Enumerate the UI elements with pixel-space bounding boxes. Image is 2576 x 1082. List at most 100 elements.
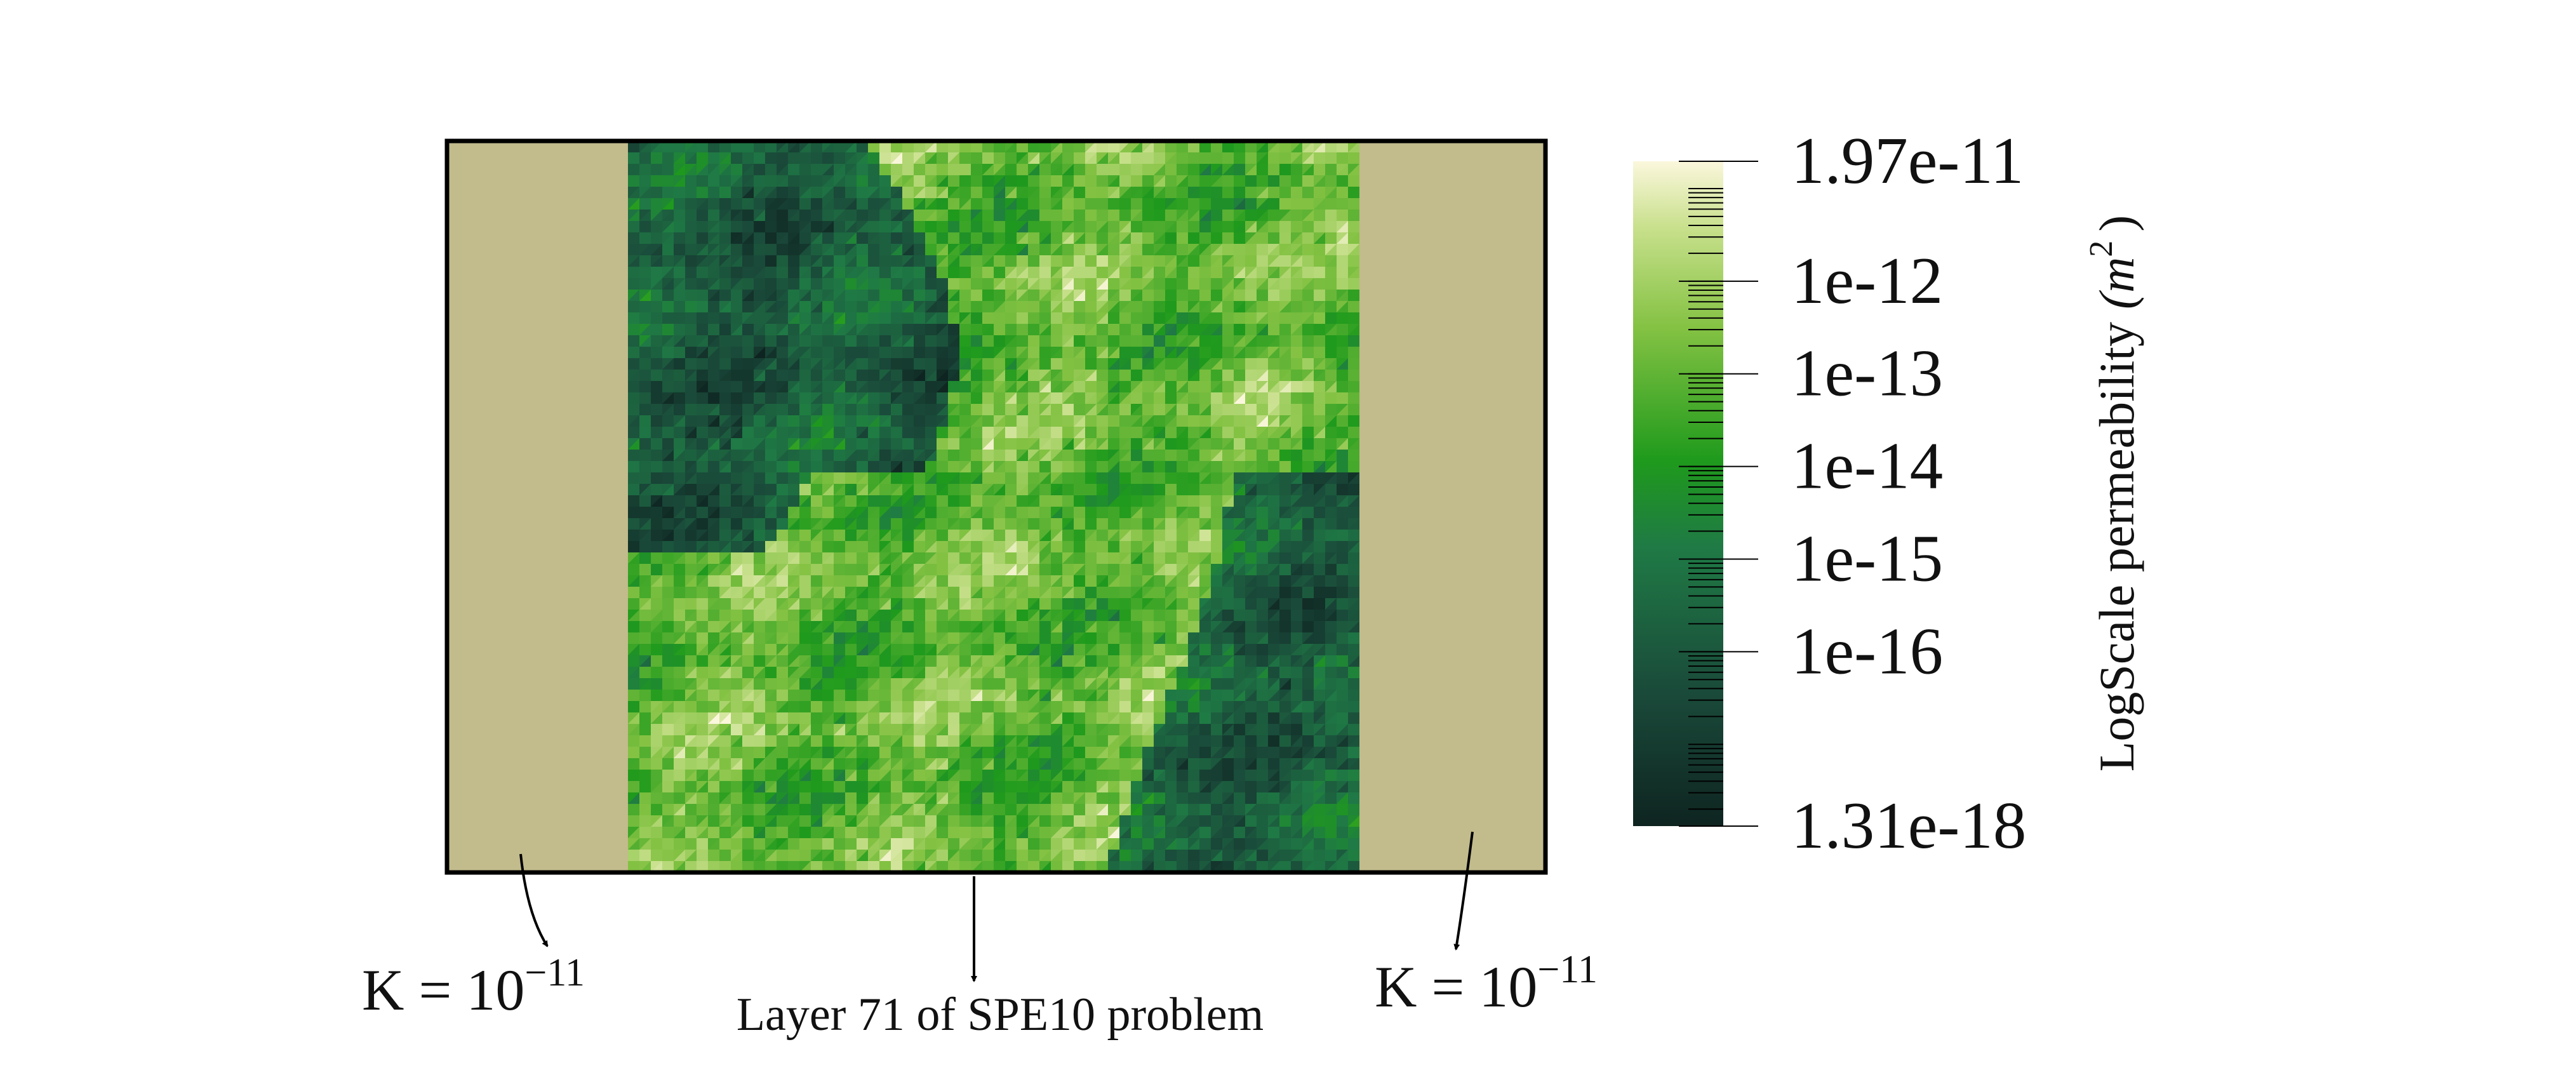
field-cell <box>674 358 686 370</box>
field-cell <box>742 552 754 564</box>
field-cell <box>1291 370 1303 382</box>
field-triangle <box>982 461 994 472</box>
field-cell <box>1142 244 1154 256</box>
field-triangle <box>662 404 674 415</box>
field-cell <box>1085 770 1097 782</box>
field-cell <box>1051 415 1063 427</box>
field-cell <box>685 290 697 302</box>
field-cell <box>1039 141 1051 153</box>
field-cell <box>1085 244 1097 256</box>
field-cell <box>1154 347 1166 359</box>
field-cell <box>1062 370 1074 382</box>
field-cell <box>628 632 640 645</box>
field-triangle <box>788 312 799 324</box>
field-triangle <box>925 312 937 324</box>
field-cell <box>1051 667 1063 679</box>
field-cell <box>1097 141 1109 153</box>
field-triangle <box>1325 461 1337 472</box>
field-triangle <box>857 484 868 495</box>
field-triangle <box>902 278 914 290</box>
field-cell <box>868 632 880 645</box>
field-cell <box>879 244 891 256</box>
field-cell <box>982 347 994 359</box>
field-cell <box>1108 655 1120 667</box>
field-cell <box>811 450 823 462</box>
field-triangle <box>742 232 754 244</box>
field-cell <box>1188 290 1200 302</box>
field-cell <box>1154 690 1166 702</box>
field-cell <box>651 152 663 164</box>
field-triangle <box>1119 278 1131 290</box>
field-triangle <box>1028 358 1039 370</box>
field-triangle <box>1039 381 1051 392</box>
field-cell <box>1062 358 1074 370</box>
field-cell <box>765 335 777 347</box>
field-cell <box>994 792 1006 805</box>
field-cell <box>1142 701 1154 713</box>
field-triangle <box>1211 358 1222 370</box>
field-cell <box>834 758 846 770</box>
field-cell <box>914 438 926 450</box>
field-cell <box>754 621 766 633</box>
field-cell <box>799 530 811 542</box>
field-cell <box>937 164 949 176</box>
field-cell <box>628 770 640 782</box>
field-cell <box>971 221 983 233</box>
field-cell <box>742 575 754 587</box>
field-triangle <box>1005 335 1017 347</box>
field-cell <box>1279 141 1291 153</box>
field-cell <box>1062 244 1074 256</box>
field-cell <box>1005 667 1017 679</box>
field-cell <box>1119 198 1131 210</box>
field-triangle <box>1302 484 1314 495</box>
field-triangle <box>822 267 834 278</box>
field-cell <box>685 312 697 324</box>
field-cell <box>651 370 663 382</box>
field-cell <box>1177 621 1189 633</box>
field-cell <box>811 667 823 679</box>
field-cell <box>857 575 869 587</box>
field-cell <box>708 324 720 336</box>
field-cell <box>697 392 709 404</box>
field-cell <box>971 324 983 336</box>
field-triangle <box>639 335 651 347</box>
field-cell <box>651 792 663 805</box>
field-cell <box>651 404 663 416</box>
field-cell <box>1005 792 1017 805</box>
field-cell <box>1142 472 1154 484</box>
field-cell <box>891 312 903 324</box>
field-cell <box>1017 575 1029 587</box>
field-cell <box>1177 164 1189 176</box>
field-cell <box>1337 244 1349 256</box>
field-cell <box>1291 415 1303 427</box>
field-cell <box>1268 232 1280 244</box>
field-cell <box>891 141 903 153</box>
field-cell <box>765 552 777 564</box>
field-cell <box>639 415 651 427</box>
field-cell <box>1108 404 1120 416</box>
field-triangle <box>742 450 754 461</box>
field-cell <box>1291 724 1303 736</box>
field-cell <box>1097 210 1109 222</box>
field-cell <box>799 690 811 702</box>
field-cell <box>1097 370 1109 382</box>
field-cell <box>1131 324 1143 336</box>
field-cell <box>811 210 823 222</box>
field-cell <box>708 198 720 210</box>
field-cell <box>628 301 640 313</box>
field-cell <box>1154 392 1166 404</box>
field-triangle <box>925 198 937 210</box>
field-cell <box>845 347 857 359</box>
field-cell <box>1028 404 1040 416</box>
field-triangle <box>708 507 719 518</box>
field-cell <box>1325 507 1337 519</box>
field-cell <box>1074 301 1086 313</box>
field-triangle <box>1062 518 1074 530</box>
field-cell <box>1039 164 1051 176</box>
field-cell <box>822 667 834 679</box>
field-cell <box>1074 198 1086 210</box>
field-cell <box>1131 541 1143 553</box>
field-triangle <box>1337 301 1348 312</box>
field-cell <box>857 244 869 256</box>
field-cell <box>1348 312 1360 324</box>
